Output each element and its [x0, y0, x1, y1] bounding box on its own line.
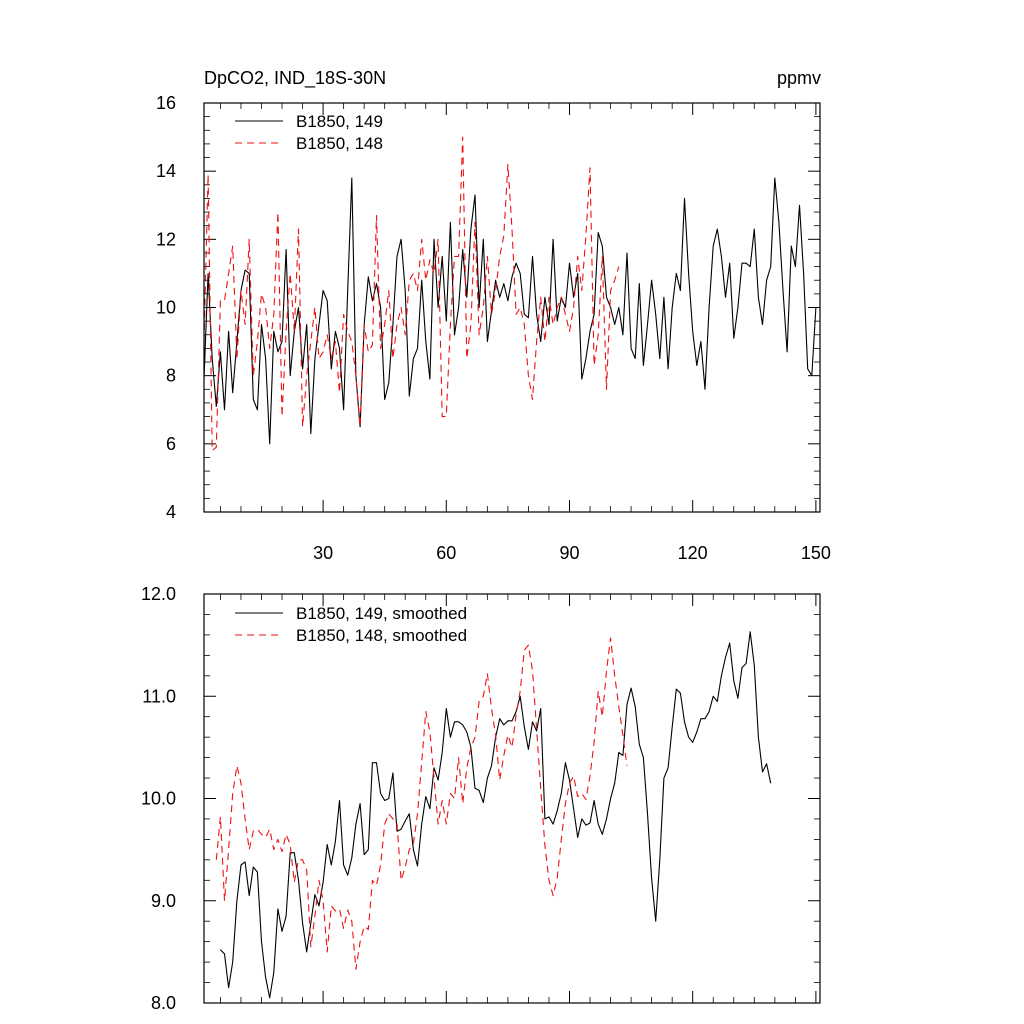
y-tick-label: 4: [166, 502, 176, 522]
y-tick-label: 11.0: [142, 686, 176, 706]
top-chart-title: DpCO2, IND_18S-30N: [204, 68, 386, 89]
y-tick-label: 8: [166, 366, 176, 386]
top-chart-lines: [203, 136, 817, 452]
bottom-chart-tick-labels: 8.0 9.0 10.0 11.0 12.0: [141, 584, 176, 1013]
x-tick-label: 150: [801, 543, 831, 563]
x-tick-label: 120: [678, 543, 708, 563]
y-tick-label: 16: [156, 93, 176, 113]
bottom-chart-lines: [215, 631, 772, 999]
top-chart-legend: B1850, 149 B1850, 148: [235, 112, 383, 153]
x-tick-label: 60: [436, 543, 456, 563]
top-chart-panel: DpCO2, IND_18S-30N ppmv 30 60 90 120 150 4 6 8 1…: [156, 68, 831, 563]
legend-label-series-2: B1850, 148: [296, 134, 383, 153]
y-tick-label: 14: [156, 161, 176, 181]
top-chart-frame: [203, 102, 821, 513]
bottom-chart-series-line-2: [215, 637, 628, 970]
y-tick-label: 12.0: [141, 584, 176, 604]
top-chart-units: ppmv: [777, 68, 821, 88]
legend-label-smoothed-2: B1850, 148, smoothed: [296, 626, 467, 645]
top-chart-ticks: [204, 102, 820, 513]
y-tick-label: 8.0: [151, 993, 176, 1013]
top-chart-series-line-1: [203, 177, 817, 445]
legend-label-series-1: B1850, 149: [296, 112, 383, 131]
y-tick-label: 9.0: [151, 891, 176, 911]
y-tick-label: 12: [156, 229, 176, 249]
x-tick-label: 30: [313, 543, 333, 563]
bottom-chart-frame: [203, 593, 821, 1004]
y-tick-label: 6: [166, 434, 176, 454]
y-tick-label: 10.0: [141, 789, 176, 809]
bottom-chart-panel: 8.0 9.0 10.0 11.0 12.0 B1850, 149, smoothed …: [141, 584, 821, 1013]
bottom-chart-legend: B1850, 149, smoothed B1850, 148, smoothe…: [235, 604, 467, 645]
y-tick-label: 10: [156, 298, 176, 318]
legend-label-smoothed-1: B1850, 149, smoothed: [296, 604, 467, 623]
bottom-chart-series-line-1: [220, 631, 772, 999]
bottom-chart-ticks: [204, 593, 820, 1004]
top-chart-series-line-2: [203, 136, 620, 452]
x-tick-label: 90: [559, 543, 579, 563]
top-chart-tick-labels: 30 60 90 120 150 4 6 8 10 12 14 16: [156, 93, 831, 563]
